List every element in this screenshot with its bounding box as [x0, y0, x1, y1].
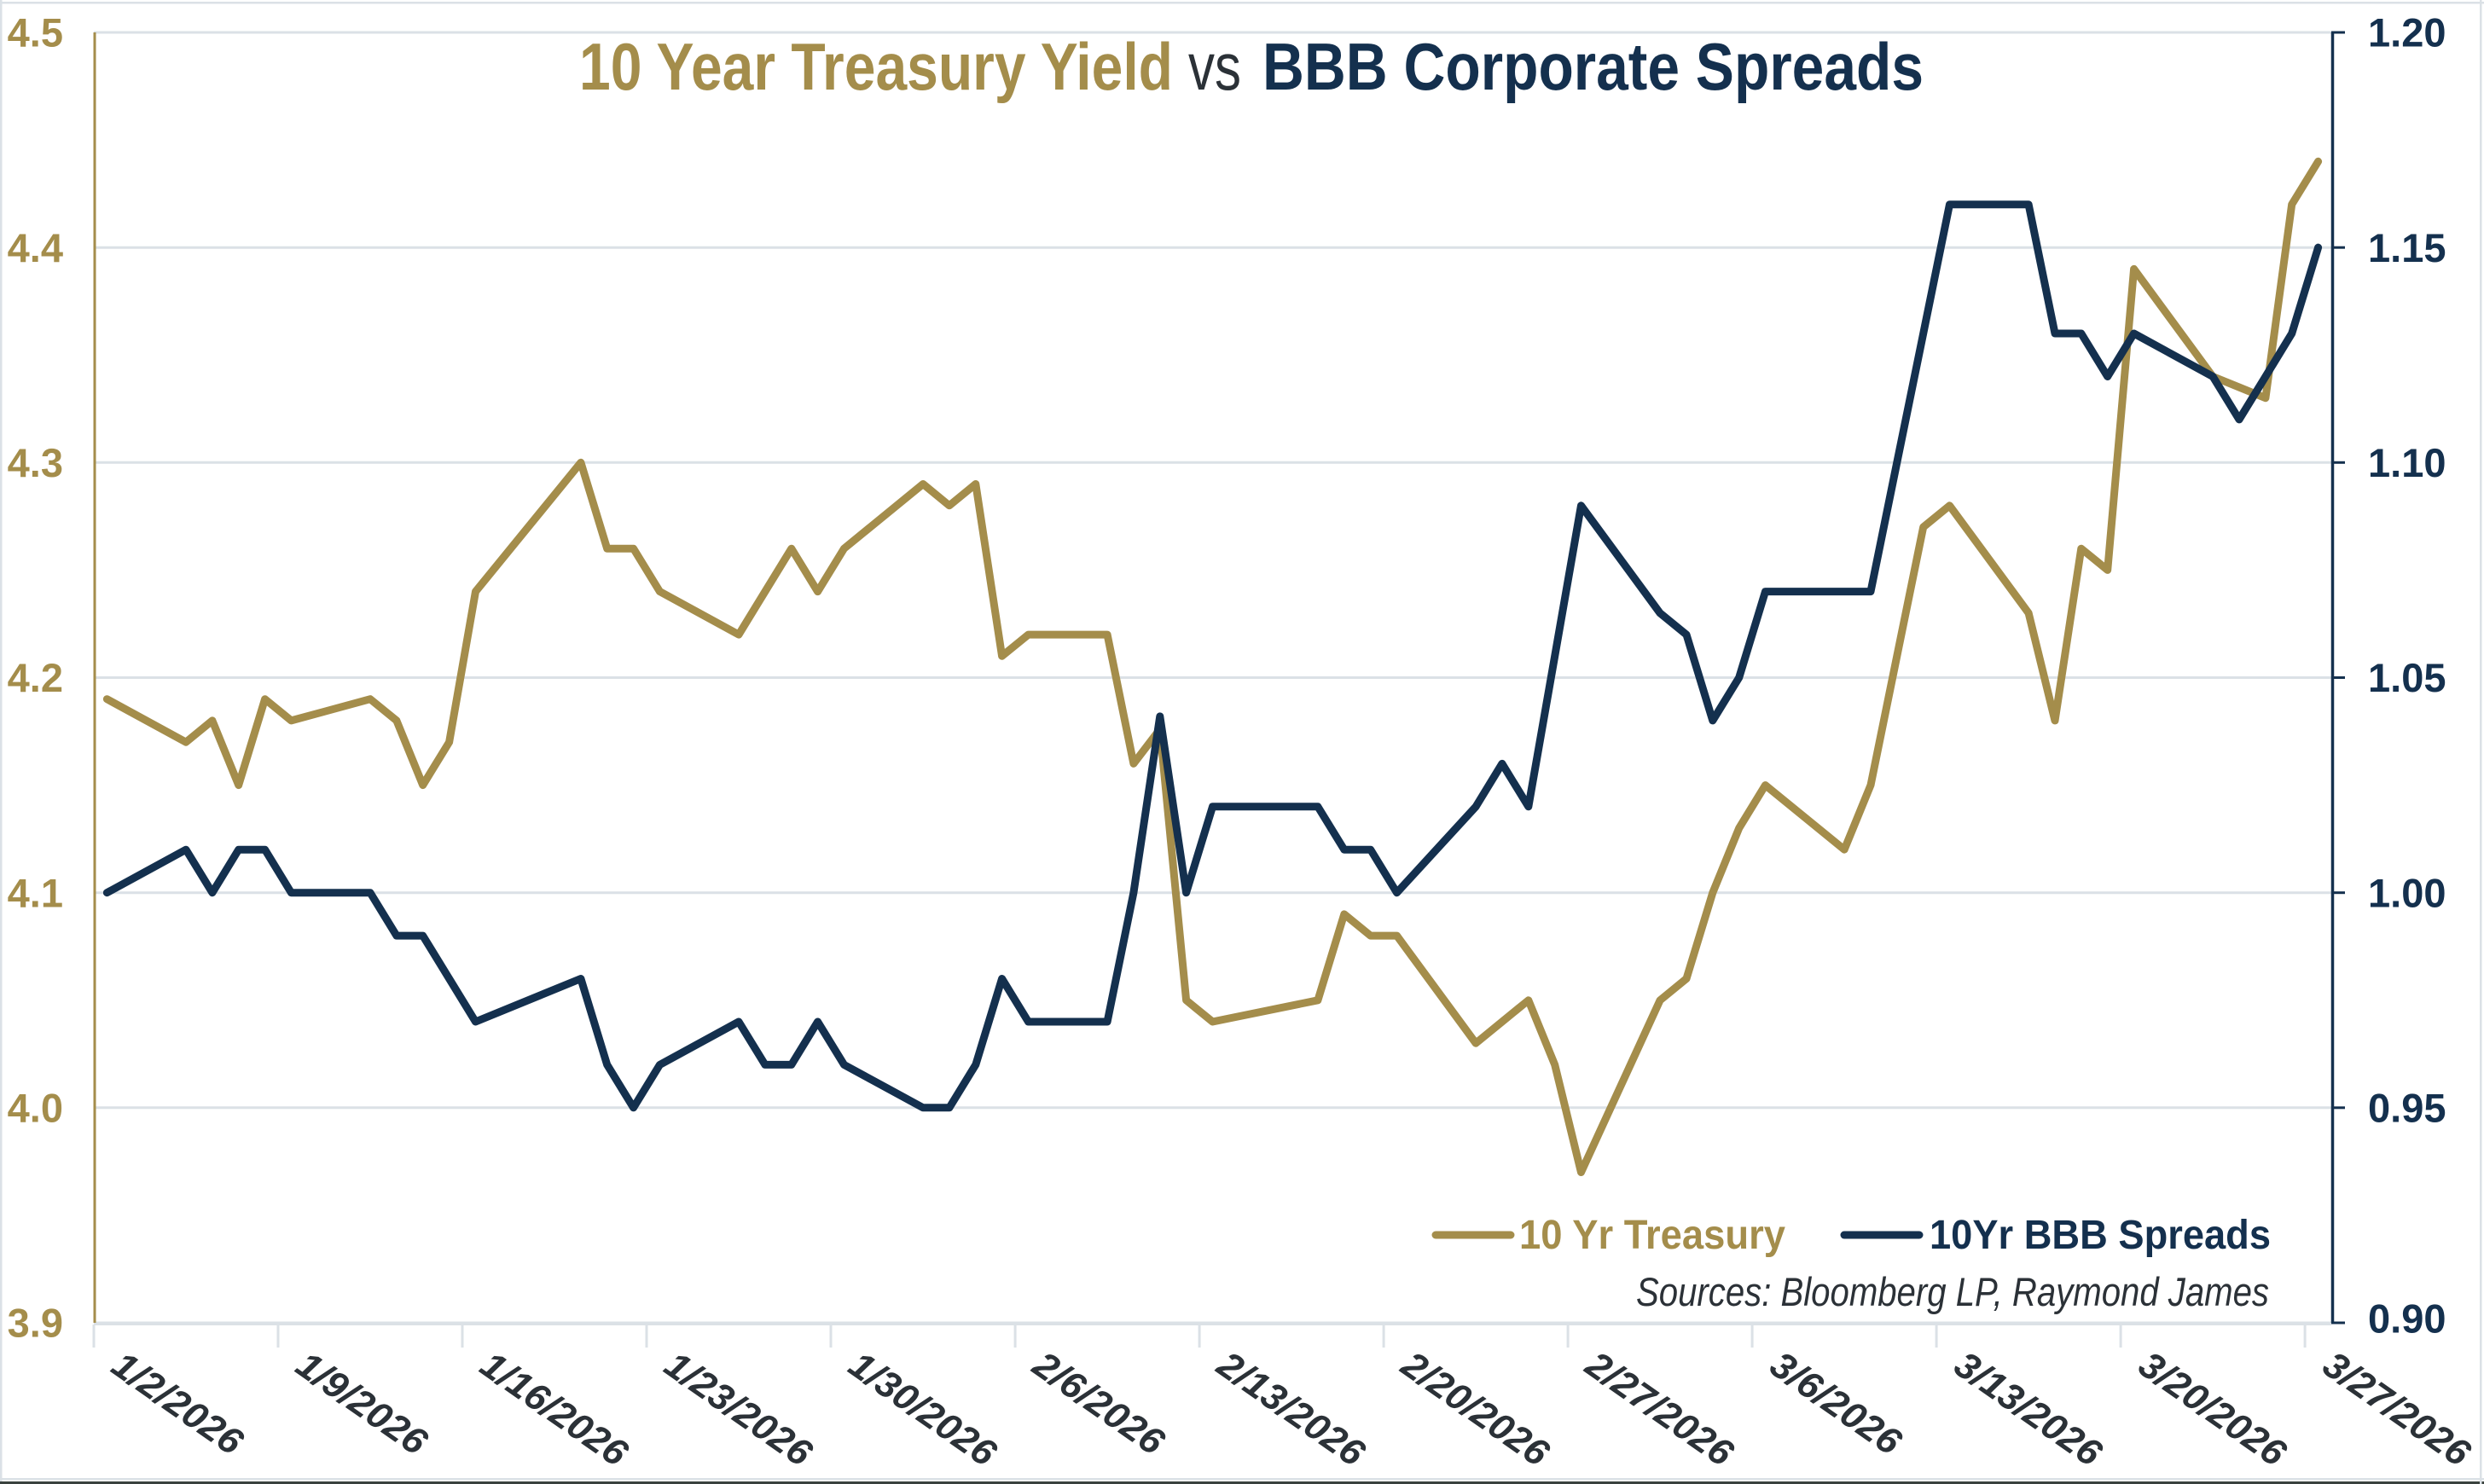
svg-text:1.20: 1.20	[2368, 10, 2446, 55]
svg-text:4.5: 4.5	[8, 10, 63, 55]
svg-text:10Yr BBB Spreads: 10Yr BBB Spreads	[1930, 1213, 2271, 1258]
svg-text:1.00: 1.00	[2368, 870, 2446, 915]
svg-text:1.05: 1.05	[2368, 655, 2446, 700]
svg-text:BBB Corporate Spreads: BBB Corporate Spreads	[1262, 29, 1924, 104]
svg-text:10 Year Treasury Yield: 10 Year Treasury Yield	[579, 29, 1173, 104]
svg-text:0.95: 0.95	[2368, 1086, 2446, 1131]
svg-text:vs: vs	[1188, 29, 1241, 104]
svg-text:Sources: Bloomberg LP, Raymond: Sources: Bloomberg LP, Raymond James	[1636, 1269, 2269, 1314]
svg-text:1.15: 1.15	[2368, 225, 2446, 270]
svg-text:4.1: 4.1	[8, 870, 63, 915]
svg-text:4.0: 4.0	[8, 1086, 63, 1131]
svg-text:10 Yr Treasury: 10 Yr Treasury	[1519, 1213, 1785, 1258]
svg-text:4.2: 4.2	[8, 655, 63, 700]
svg-text:3.9: 3.9	[8, 1301, 63, 1346]
svg-text:4.4: 4.4	[8, 225, 63, 270]
svg-text:4.3: 4.3	[8, 440, 63, 485]
svg-text:0.90: 0.90	[2368, 1296, 2446, 1342]
svg-text:1.10: 1.10	[2368, 440, 2446, 485]
